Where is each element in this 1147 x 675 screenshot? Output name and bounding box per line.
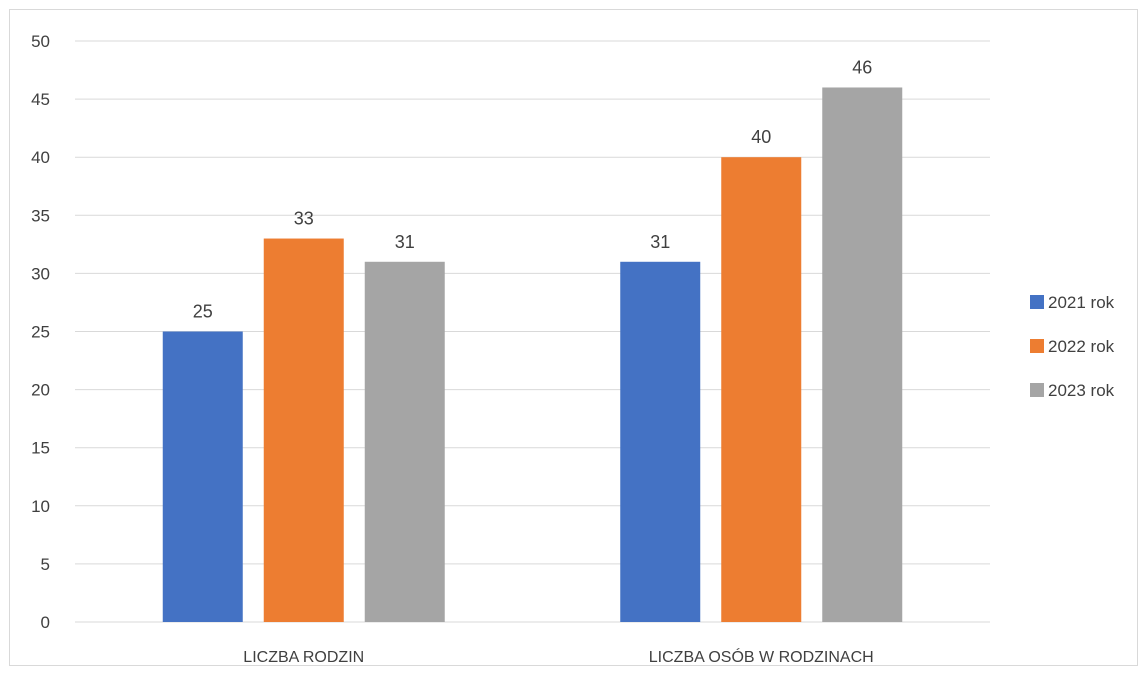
legend-swatch xyxy=(1030,339,1044,353)
x-category-label: LICZBA OSÓB W RODZINACH xyxy=(649,647,874,666)
legend-label: 2022 rok xyxy=(1048,337,1115,356)
y-tick-label: 30 xyxy=(31,264,50,283)
y-tick-label: 40 xyxy=(31,148,50,167)
x-axis-category-labels: LICZBA RODZIN LICZBA OSÓB W RODZINACH xyxy=(243,647,873,666)
legend-swatch xyxy=(1030,383,1044,397)
legend-swatch xyxy=(1030,295,1044,309)
y-tick-label: 50 xyxy=(31,32,50,51)
y-tick-label: 45 xyxy=(31,90,50,109)
data-label: 46 xyxy=(852,57,872,77)
bars xyxy=(162,87,903,623)
data-label: 31 xyxy=(395,232,415,252)
legend: 2021 rok 2022 rok 2023 rok xyxy=(1030,293,1115,400)
legend-label: 2021 rok xyxy=(1048,293,1115,312)
data-labels: 25 33 31 31 40 46 xyxy=(193,57,873,321)
data-label: 40 xyxy=(751,127,771,147)
data-label: 33 xyxy=(294,209,314,229)
bar-2022-rok-1 xyxy=(721,157,802,622)
legend-label: 2023 rok xyxy=(1048,381,1115,400)
bar-2023-rok-0 xyxy=(364,261,445,622)
bar-2021-rok-0 xyxy=(162,331,243,622)
y-tick-label: 10 xyxy=(31,497,50,516)
y-tick-label: 20 xyxy=(31,381,50,400)
y-tick-label: 15 xyxy=(31,439,50,458)
x-category-label: LICZBA RODZIN xyxy=(243,649,364,666)
data-label: 25 xyxy=(193,302,213,322)
bar-2021-rok-1 xyxy=(620,261,701,622)
bar-2022-rok-0 xyxy=(263,238,344,623)
y-tick-label: 35 xyxy=(31,206,50,225)
y-tick-label: 25 xyxy=(31,323,50,342)
y-axis-tick-labels: 0 5 10 15 20 25 30 35 40 45 50 xyxy=(31,32,50,632)
y-tick-label: 0 xyxy=(41,613,50,632)
y-tick-label: 5 xyxy=(41,555,50,574)
bar-2023-rok-1 xyxy=(822,87,903,623)
data-label: 31 xyxy=(650,232,670,252)
